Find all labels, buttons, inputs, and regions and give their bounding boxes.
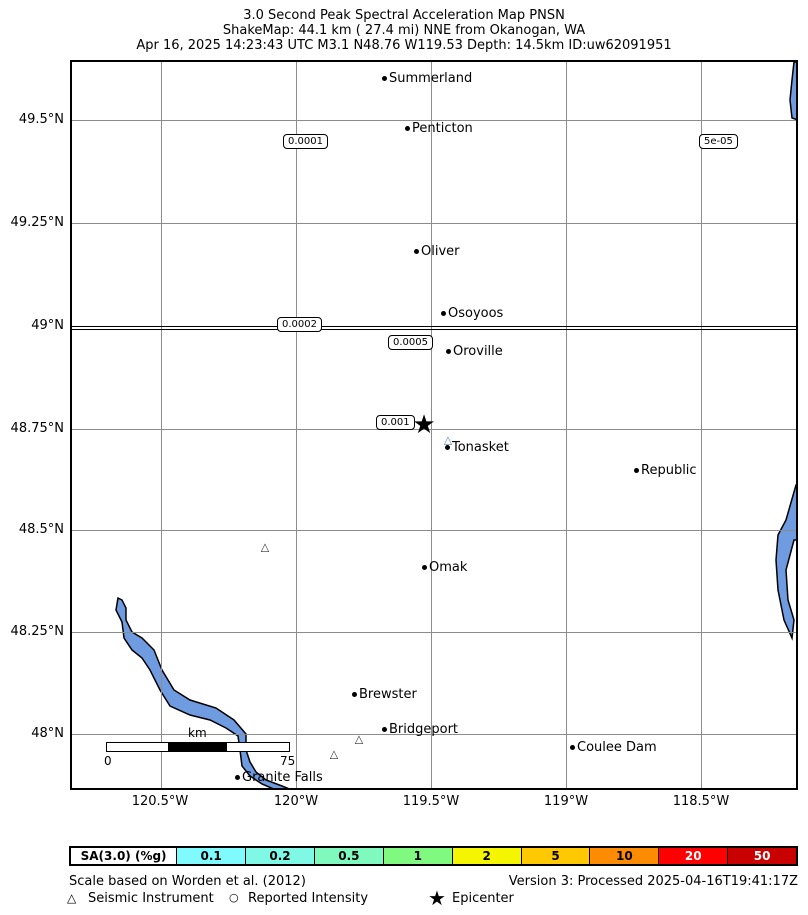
city-dot-icon <box>382 727 387 732</box>
city-dot-icon <box>441 311 446 316</box>
lat-label-49: 49°N <box>31 318 64 333</box>
seismic-station-triangle-icon[interactable]: △ <box>260 540 270 554</box>
scale-note: Scale based on Worden et al. (2012) <box>69 874 306 889</box>
river-columbia <box>115 596 290 788</box>
grid-line-49-25 <box>72 223 796 224</box>
scale-bar: km 0 75 <box>104 726 295 768</box>
city-dot-icon <box>235 775 240 780</box>
city-dot-icon <box>445 445 450 450</box>
legend-seismic-instrument: Seismic Instrument <box>88 891 214 906</box>
grid-line-48-25 <box>72 632 796 633</box>
version-text: Version 3: Processed 2025-04-16T19:41:17… <box>508 874 798 889</box>
lon-label-119: 119°W <box>543 794 589 809</box>
legend-cell-10: 10 <box>589 848 659 864</box>
legend-cell-2: 2 <box>451 848 521 864</box>
city-dot-icon <box>405 126 410 131</box>
city-dot-icon <box>446 349 451 354</box>
grid-line-49-5 <box>72 120 796 121</box>
intensity-legend: SA(3.0) (%g) 0.1 0.2 0.5 1 2 5 10 20 50 <box>69 846 798 866</box>
city-oliver: Oliver <box>414 244 460 259</box>
contour-label-0-001: 0.001 <box>376 415 415 430</box>
lat-label-49-5: 49.5°N <box>18 112 64 127</box>
legend-header: SA(3.0) (%g) <box>71 848 177 864</box>
legend-epicenter: Epicenter <box>452 891 514 906</box>
grid-line-119 <box>566 62 567 788</box>
contour-label-0-0005: 0.0005 <box>388 335 433 350</box>
map-subtitle-event: Apr 16, 2025 14:23:43 UTC M3.1 N48.76 W1… <box>136 38 672 53</box>
city-dot-icon <box>422 565 427 570</box>
epicenter-star-icon[interactable]: ★ <box>412 410 436 440</box>
legend-cell-0-5: 0.5 <box>313 848 383 864</box>
grid-line-120 <box>296 62 297 788</box>
city-coulee-dam: Coulee Dam <box>570 740 657 755</box>
grid-line-48-75 <box>72 429 796 430</box>
legend-cell-1: 1 <box>382 848 452 864</box>
grid-line-48-5 <box>72 530 796 531</box>
city-bridgeport: Bridgeport <box>382 722 458 737</box>
city-dot-icon <box>634 468 639 473</box>
scale-bar-unit: km <box>188 726 207 740</box>
scale-bar-end: 75 <box>280 754 296 768</box>
lon-label-118-5: 118.5°W <box>672 794 730 809</box>
seismic-station-triangle-icon[interactable]: △ <box>354 732 364 746</box>
circle-icon: ○ <box>229 891 239 904</box>
legend-reported-intensity: Reported Intensity <box>248 891 369 906</box>
contour-label-0-0001: 0.0001 <box>283 134 328 149</box>
legend-cell-5: 5 <box>520 848 590 864</box>
lat-label-48-5: 48.5°N <box>18 522 64 537</box>
lon-label-120-5: 120.5°W <box>131 794 189 809</box>
city-dot-icon <box>570 745 575 750</box>
city-dot-icon <box>382 76 387 81</box>
seismic-station-triangle-icon[interactable]: △ <box>329 747 339 761</box>
city-osoyoos: Osoyoos <box>441 306 503 321</box>
city-oroville: Oroville <box>446 344 503 359</box>
city-dot-icon <box>352 692 357 697</box>
grid-line-120-5 <box>161 62 162 788</box>
contour-label-5e-05: 5e-05 <box>699 134 738 149</box>
seismic-station-triangle-icon[interactable]: △ <box>443 433 453 447</box>
scale-bar-start: 0 <box>104 754 112 768</box>
lake-east <box>775 484 796 641</box>
grid-line-118-5 <box>701 62 702 788</box>
map-canvas[interactable]: Summerland Penticton Oliver Osoyoos Orov… <box>70 60 798 790</box>
city-republic: Republic <box>634 463 697 478</box>
legend-cell-0-2: 0.2 <box>245 848 314 864</box>
water-bodies <box>115 62 796 788</box>
lake-north-east <box>789 62 796 121</box>
legend-cell-0-1: 0.1 <box>176 848 246 864</box>
city-omak: Omak <box>422 560 467 575</box>
map-subtitle-location: ShakeMap: 44.1 km ( 27.4 mi) NNE from Ok… <box>222 23 586 38</box>
city-dot-icon <box>414 249 419 254</box>
contour-label-0-0002: 0.0002 <box>277 317 322 332</box>
grid-line-48 <box>72 734 796 735</box>
lat-label-48-75: 48.75°N <box>10 421 64 436</box>
legend-cell-20: 20 <box>658 848 728 864</box>
city-tonasket: Tonasket <box>445 440 509 455</box>
star-icon: ★ <box>428 886 446 910</box>
city-summerland: Summerland <box>382 71 472 86</box>
lon-label-119-5: 119.5°W <box>402 794 460 809</box>
triangle-icon: △ <box>67 891 77 905</box>
lat-label-48-25: 48.25°N <box>10 624 64 639</box>
lat-label-49-25: 49.25°N <box>10 215 64 230</box>
city-penticton: Penticton <box>405 121 473 136</box>
international-border <box>72 326 796 330</box>
lat-label-48: 48°N <box>31 726 64 741</box>
map-title: 3.0 Second Peak Spectral Acceleration Ma… <box>243 8 565 23</box>
lon-label-120: 120°W <box>273 794 319 809</box>
city-brewster: Brewster <box>352 687 417 702</box>
city-granite-falls: Granite Falls <box>235 770 323 785</box>
grid-line-119-5 <box>431 62 432 788</box>
legend-cell-50: 50 <box>727 848 797 864</box>
